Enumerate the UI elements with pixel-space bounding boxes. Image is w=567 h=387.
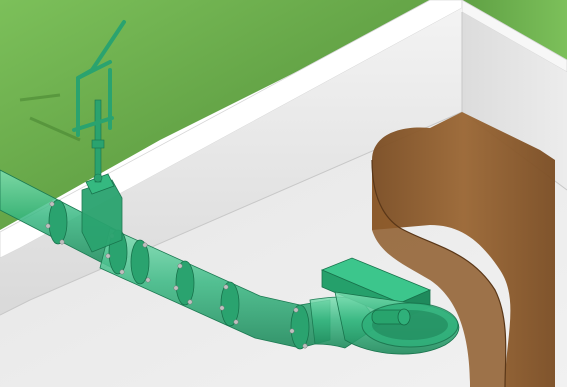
valve-lifting-frame bbox=[72, 20, 126, 137]
stem-collar bbox=[91, 139, 105, 149]
soil-front-face bbox=[372, 160, 506, 387]
soil-edge bbox=[371, 159, 507, 387]
gate-valve bbox=[81, 99, 123, 253]
flange-1 bbox=[48, 199, 68, 245]
outlet-box bbox=[320, 257, 460, 355]
frame-cross bbox=[72, 116, 114, 132]
flange-5 bbox=[220, 281, 240, 327]
frame-lever bbox=[90, 20, 126, 72]
soil-cutout bbox=[372, 112, 555, 387]
grass-ground bbox=[0, 0, 430, 230]
flange-4 bbox=[175, 260, 195, 306]
flap-roller-end bbox=[397, 308, 411, 326]
pipe-flanges bbox=[48, 199, 310, 350]
flange-6 bbox=[290, 304, 310, 350]
concrete-right-wall bbox=[462, 12, 567, 190]
flange-3 bbox=[130, 239, 150, 285]
valve-body bbox=[81, 179, 123, 253]
frame-shadow bbox=[19, 93, 81, 142]
